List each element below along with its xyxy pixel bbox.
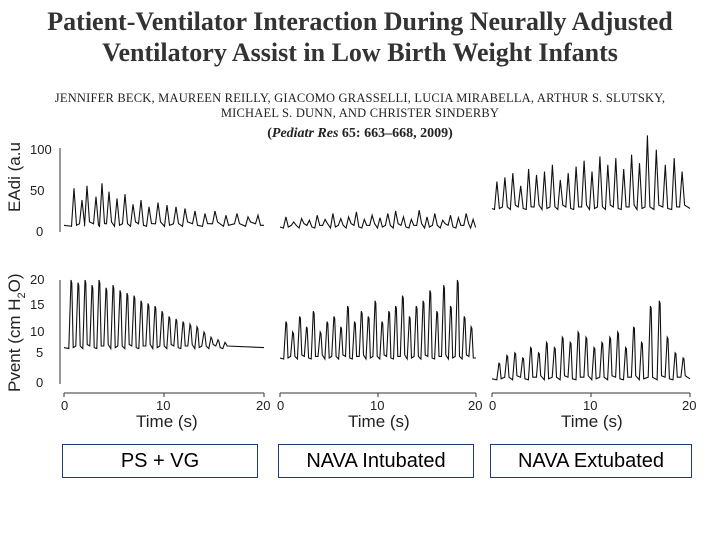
eadi-tick-0: 0	[36, 224, 43, 239]
paper-title: Patient-Ventilator Interaction During Ne…	[0, 6, 720, 68]
x-tick-20: 20	[682, 398, 696, 413]
authors-line-1: JENNIFER BECK, MAUREEN REILLY, GIACOMO G…	[54, 91, 666, 105]
pvent-tick-5: 5	[36, 345, 43, 360]
x-tick-0: 0	[61, 398, 68, 413]
x-axis-col-2: 0 10 20 Time (s)	[277, 392, 482, 431]
eadi-tick-100: 100	[30, 142, 52, 157]
nava-extubated-label[interactable]: NAVA Extubated	[490, 444, 692, 478]
x-axis-col-3: 0 10 20 Time (s)	[489, 392, 696, 431]
x-tick-20: 20	[468, 398, 482, 413]
x-tick-10: 10	[156, 398, 170, 413]
title-line-1: Patient-Ventilator Interaction During Ne…	[47, 7, 673, 36]
waveform-traces	[63, 135, 691, 382]
pvent-trace-nava-extubated	[491, 300, 691, 382]
pvent-trace-ps-vg	[63, 279, 265, 351]
citation-details: 65: 663–668, 2009	[341, 126, 449, 141]
citation-journal: Pediatr Res	[271, 126, 339, 141]
x-axis-label: Time (s)	[561, 412, 623, 431]
pvent-tick-20: 20	[30, 272, 44, 287]
x-tick-0: 0	[277, 398, 284, 413]
paper-citation: (Pediatr Res 65: 663–668, 2009)	[267, 126, 453, 141]
nava-extubated-label-text: NAVA Extubated	[517, 449, 664, 472]
eadi-trace-nava-extubated	[491, 135, 691, 212]
eadi-trace-nava-intubated	[279, 210, 477, 230]
x-axis-label: Time (s)	[348, 412, 410, 431]
pvent-tick-15: 15	[30, 297, 44, 312]
pvent-tick-10: 10	[30, 324, 44, 339]
eadi-tick-50: 50	[30, 183, 44, 198]
pvent-ylabel-main: Pvent (cm H	[5, 298, 24, 392]
pvent-tick-0: 0	[36, 375, 43, 390]
x-tick-0: 0	[489, 398, 496, 413]
eadi-ylabel: EAdi (a.u	[5, 142, 24, 212]
x-tick-10: 10	[583, 398, 597, 413]
x-axis-label: Time (s)	[136, 412, 198, 431]
x-tick-20: 20	[256, 398, 270, 413]
authors-line-2: MICHAEL S. DUNN, AND CHRISTER SINDERBY	[220, 106, 500, 120]
pvent-ylabel: Pvent (cm H2O)	[5, 273, 28, 392]
pvent-trace-nava-intubated	[279, 279, 476, 361]
title-line-2: Ventilatory Assist in Low Birth Weight I…	[102, 38, 618, 67]
nava-intubated-label[interactable]: NAVA Intubated	[278, 444, 474, 478]
paper-authors: JENNIFER BECK, MAUREEN REILLY, GIACOMO G…	[10, 91, 710, 121]
ps-vg-label[interactable]: PS + VG	[62, 444, 258, 478]
nava-intubated-label-text: NAVA Intubated	[306, 449, 446, 472]
ps-vg-label-text: PS + VG	[120, 449, 200, 472]
x-axis-col-1: 0 10 20 Time (s)	[61, 392, 270, 431]
x-tick-10: 10	[370, 398, 384, 413]
pvent-ylabel-subscript: 2	[16, 292, 28, 298]
pvent-ylabel-end: O)	[5, 273, 24, 292]
eadi-trace-ps-vg	[63, 183, 264, 228]
